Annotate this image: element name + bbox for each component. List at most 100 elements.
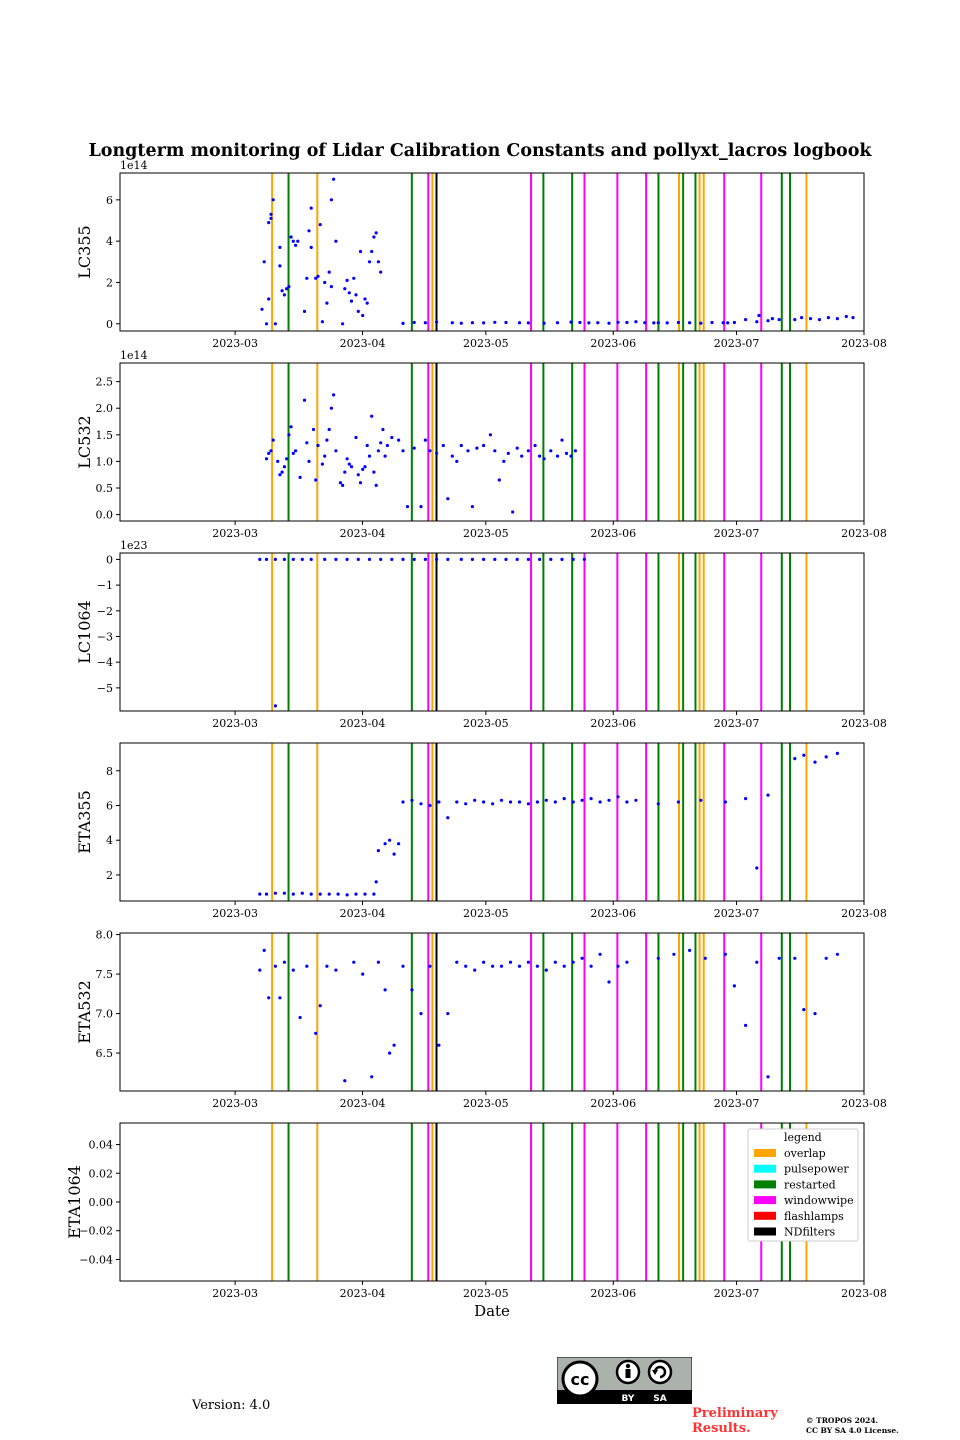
x-tick-label: 2023-05 xyxy=(463,527,509,540)
data-point xyxy=(766,793,770,797)
data-point xyxy=(291,451,295,455)
data-point xyxy=(652,321,656,325)
y-tick-label: 4 xyxy=(106,834,113,847)
data-point xyxy=(370,1075,374,1079)
data-point xyxy=(553,800,557,804)
data-point xyxy=(555,321,560,325)
y-tick-label: 0.5 xyxy=(96,482,114,495)
data-point xyxy=(383,842,387,846)
data-point xyxy=(289,425,293,429)
x-tick-label: 2023-06 xyxy=(590,1097,636,1110)
data-point xyxy=(291,968,295,972)
x-tick-label: 2023-07 xyxy=(714,527,760,540)
x-tick-label: 2023-03 xyxy=(212,1097,258,1110)
data-point xyxy=(354,435,358,440)
data-point xyxy=(517,321,522,325)
data-point xyxy=(699,798,703,802)
data-point xyxy=(455,459,459,463)
data-point xyxy=(412,557,416,562)
data-point xyxy=(305,964,309,968)
data-point xyxy=(793,318,797,322)
data-point xyxy=(410,988,414,992)
data-point xyxy=(455,960,459,964)
data-point xyxy=(589,797,593,801)
data-point xyxy=(361,313,365,318)
data-point xyxy=(723,952,728,956)
data-point xyxy=(755,866,759,870)
data-point xyxy=(370,414,374,418)
plot-frame xyxy=(119,362,865,522)
data-point xyxy=(320,320,324,324)
data-point xyxy=(506,451,510,455)
data-point xyxy=(269,212,273,216)
data-point xyxy=(564,451,569,455)
data-point xyxy=(517,800,522,804)
y-axis-label: ETA1064 xyxy=(65,1165,84,1239)
data-point xyxy=(374,880,378,884)
legend-label-restarted: restarted xyxy=(784,1178,836,1191)
data-point xyxy=(625,960,629,964)
data-point xyxy=(318,223,322,227)
x-tick-label: 2023-07 xyxy=(714,717,760,730)
x-tick-label: 2023-04 xyxy=(340,717,386,730)
data-point xyxy=(352,960,356,964)
data-point xyxy=(419,1012,423,1016)
data-point xyxy=(616,320,620,324)
data-point xyxy=(329,285,333,289)
data-point xyxy=(511,510,515,514)
data-point xyxy=(405,505,410,509)
data-point xyxy=(379,441,383,445)
data-point xyxy=(358,481,363,485)
data-point xyxy=(508,960,513,964)
data-point xyxy=(282,465,286,469)
data-point xyxy=(376,960,380,964)
data-point xyxy=(260,307,264,311)
data-point xyxy=(573,449,578,453)
data-point xyxy=(334,449,338,453)
legend-swatch-overlap xyxy=(754,1149,776,1157)
data-point xyxy=(323,557,327,562)
legend-swatch-flashlamps xyxy=(754,1211,776,1220)
y-tick-label: 0 xyxy=(106,318,113,331)
data-point xyxy=(672,952,676,956)
data-point xyxy=(325,964,329,968)
y-axis-label: ETA355 xyxy=(75,790,94,854)
panel-lc355: 0 2 4 6 2023-03 2023-04 2023-05 2023-06 2023-07 2… xyxy=(75,159,887,350)
data-point xyxy=(533,443,537,448)
data-point xyxy=(412,446,416,450)
data-point xyxy=(356,557,360,562)
data-point xyxy=(526,960,531,964)
data-point xyxy=(269,449,273,453)
x-tick-label: 2023-08 xyxy=(841,907,887,920)
data-point xyxy=(824,956,828,960)
data-point xyxy=(517,964,522,968)
data-point xyxy=(464,802,468,806)
data-point xyxy=(280,289,284,293)
panel-lc532: 0.0 0.5 1.0 1.5 2.0 2.5 2023-03 2023-04 2023-05 2… xyxy=(75,349,887,540)
data-point xyxy=(267,297,271,301)
x-tick-label: 2023-03 xyxy=(212,1287,258,1300)
data-point xyxy=(562,797,566,801)
data-point xyxy=(744,1023,748,1027)
data-point xyxy=(334,557,338,562)
data-point xyxy=(560,438,564,442)
data-point xyxy=(544,798,548,802)
legend-title: legend xyxy=(784,1131,822,1144)
data-point xyxy=(699,321,703,325)
data-point xyxy=(423,321,427,325)
data-point xyxy=(291,239,295,243)
data-point xyxy=(475,446,479,450)
data-point xyxy=(282,557,286,562)
data-point xyxy=(349,465,354,469)
data-point xyxy=(309,245,313,249)
x-tick-label: 2023-08 xyxy=(841,337,887,350)
data-point xyxy=(401,800,405,804)
data-point xyxy=(428,803,432,808)
legend-swatch-pulsepower xyxy=(754,1164,776,1173)
data-point xyxy=(435,320,439,324)
y-tick-label: −2 xyxy=(97,605,113,618)
y-tick-label: 4 xyxy=(106,235,113,248)
data-point xyxy=(316,443,320,448)
data-point xyxy=(285,287,289,291)
